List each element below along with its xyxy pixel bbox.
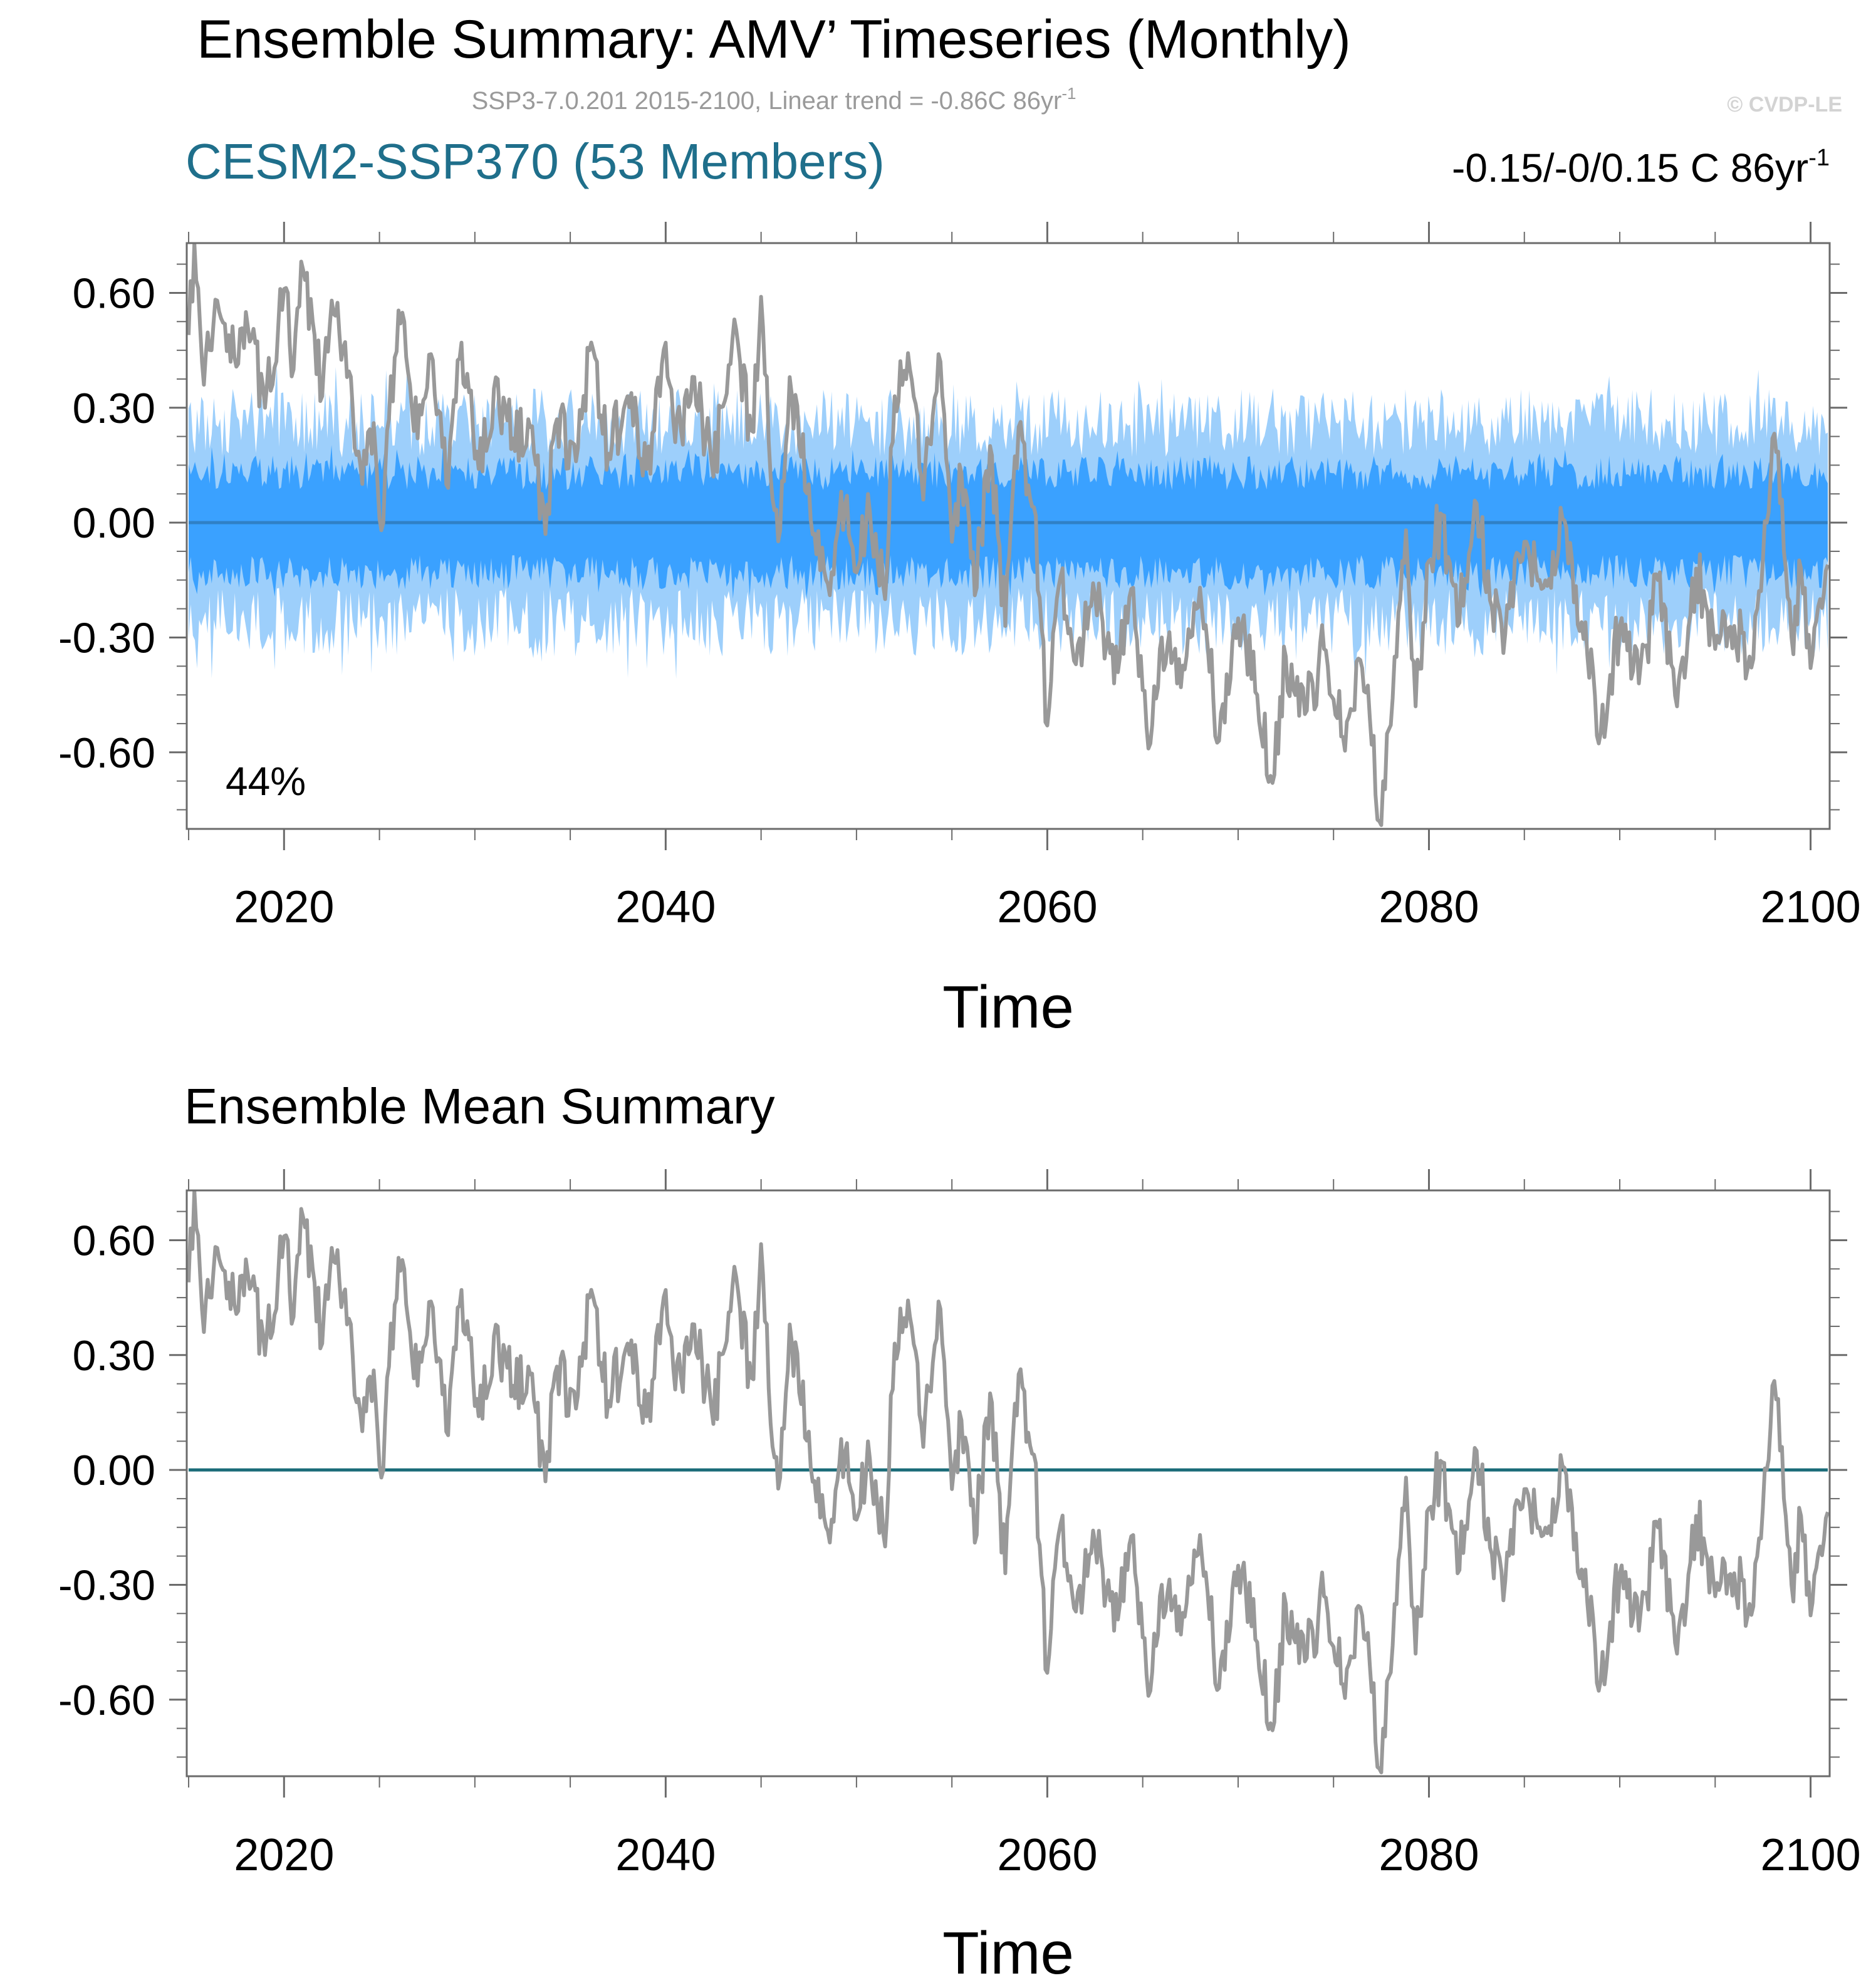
trend-range-annotation: -0.15/-0/0.15 C 86yr-1 bbox=[1452, 145, 1830, 190]
subtitle-sup: -1 bbox=[1061, 84, 1076, 103]
y-tick-label: 0.00 bbox=[73, 499, 155, 547]
figure-title: Ensemble Summary: AMV’ Timeseries (Month… bbox=[197, 9, 1351, 70]
observations-line bbox=[187, 243, 1830, 827]
plot-area bbox=[187, 1190, 1830, 1774]
x-tick-label: 2100 bbox=[1760, 882, 1860, 932]
x-tick-label: 2060 bbox=[997, 1830, 1097, 1880]
x-tick-label: 2020 bbox=[234, 1830, 334, 1880]
y-tick-label: 0.00 bbox=[73, 1447, 155, 1494]
y-tick-label: -0.60 bbox=[58, 729, 155, 777]
y-tick-label: -0.30 bbox=[58, 614, 155, 662]
y-tick-label: -0.30 bbox=[58, 1561, 155, 1609]
watermark: © CVDP-LE bbox=[1727, 93, 1842, 117]
x-tick-label: 2080 bbox=[1379, 882, 1479, 932]
y-tick-label: 0.60 bbox=[73, 1217, 155, 1264]
plot-frame bbox=[185, 1189, 1831, 1777]
ensemble-mean-panel: Ensemble Mean Summary 0.60 0.30 0.00 -0.30 -… bbox=[58, 1078, 1861, 1987]
y-tick-label: 0.60 bbox=[73, 269, 155, 317]
subtitle-main: SSP3-7.0.201 2015-2100, Linear trend = -… bbox=[472, 87, 1062, 115]
percent-label: 44% bbox=[226, 759, 306, 804]
observations-line bbox=[187, 1190, 1830, 1774]
x-tick-label: 2100 bbox=[1760, 1830, 1860, 1880]
x-tick-label: 2020 bbox=[234, 882, 334, 932]
plot-area bbox=[187, 243, 1830, 827]
y-tick-label: 0.30 bbox=[73, 1332, 155, 1380]
trend-range-sup: -1 bbox=[1808, 145, 1830, 171]
plot-frame bbox=[185, 242, 1831, 830]
x-tick-label: 2080 bbox=[1379, 1830, 1479, 1880]
ensemble-summary-panel: CESM2-SSP370 (53 Members) -0.15/-0/0.15 … bbox=[58, 133, 1861, 1041]
x-tick-label: 2040 bbox=[615, 882, 716, 932]
trend-range-main: -0.15/-0/0.15 C 86yr bbox=[1452, 145, 1808, 190]
x-tick-label: 2040 bbox=[615, 1830, 716, 1880]
y-tick-label: 0.30 bbox=[73, 385, 155, 432]
x-axis-label: Time bbox=[942, 1920, 1074, 1987]
x-axis-label: Time bbox=[942, 974, 1074, 1041]
figure-subtitle: SSP3-7.0.201 2015-2100, Linear trend = -… bbox=[472, 84, 1076, 115]
y-tick-label: -0.60 bbox=[58, 1677, 155, 1724]
x-tick-label: 2060 bbox=[997, 882, 1097, 932]
ensemble-mean-title: Ensemble Mean Summary bbox=[184, 1078, 775, 1134]
model-title: CESM2-SSP370 (53 Members) bbox=[185, 133, 885, 189]
